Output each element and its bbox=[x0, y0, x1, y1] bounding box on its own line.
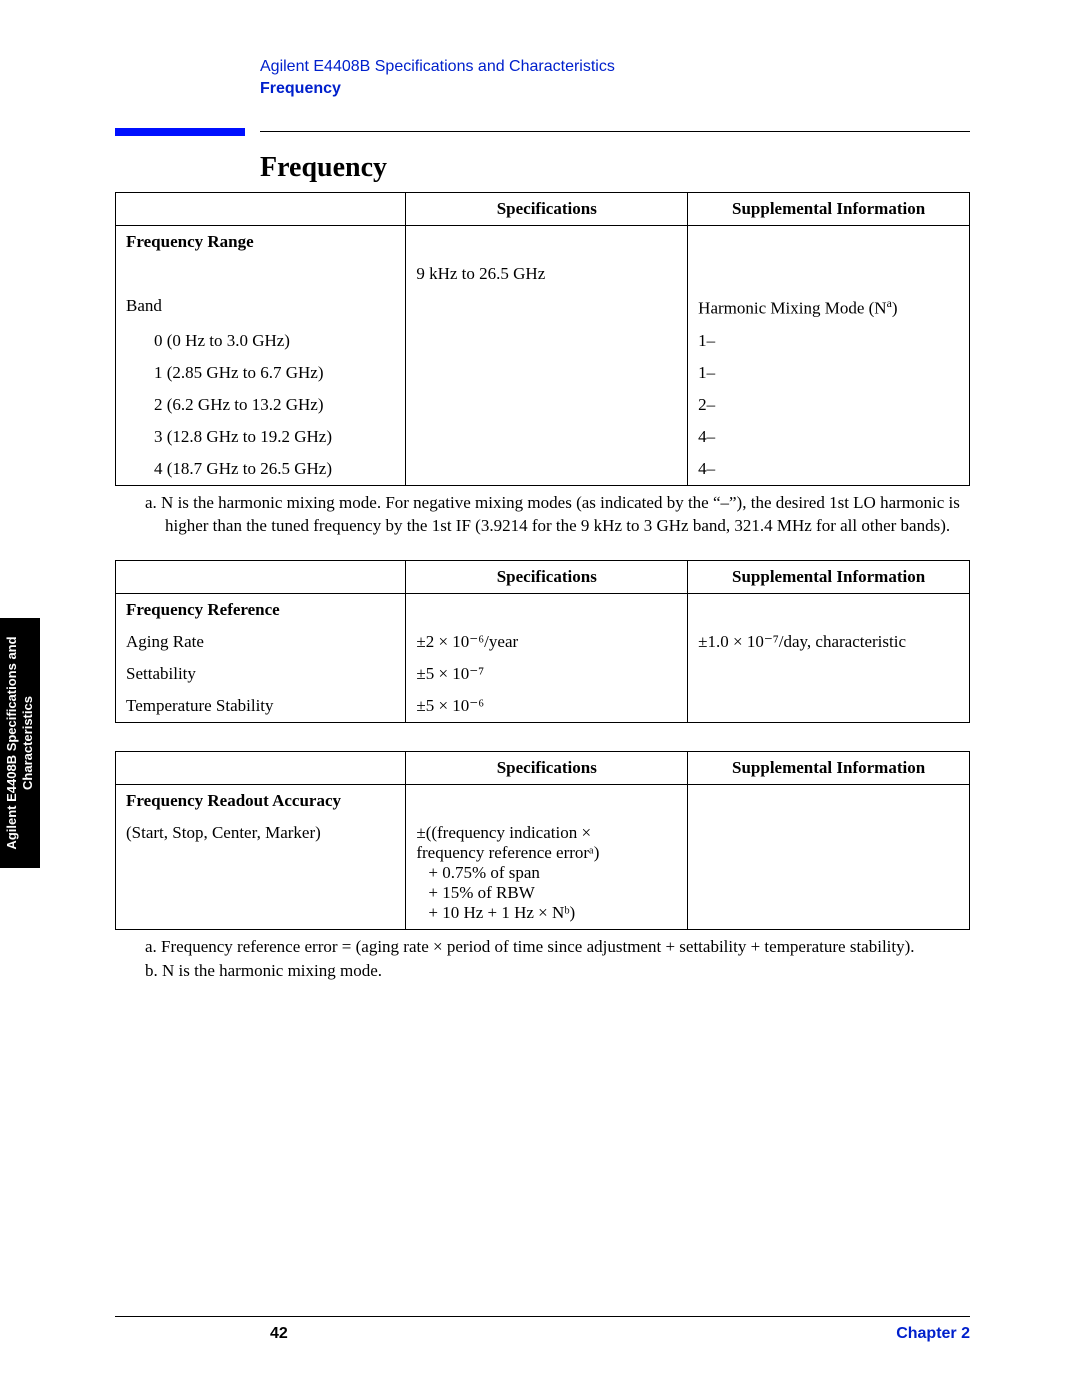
row-spec: ±2 × 10⁻⁶/year bbox=[406, 626, 688, 658]
table-row: Aging Rate ±2 × 10⁻⁶/year ±1.0 × 10⁻⁷/da… bbox=[116, 626, 970, 658]
page-header: Agilent E4408B Specifications and Charac… bbox=[260, 58, 615, 98]
band-name: 3 (12.8 GHz to 19.2 GHz) bbox=[126, 427, 332, 447]
table-row: 2 (6.2 GHz to 13.2 GHz) 2– bbox=[116, 389, 970, 421]
band-name: 2 (6.2 GHz to 13.2 GHz) bbox=[126, 395, 324, 415]
band-mode: 2– bbox=[688, 389, 970, 421]
header-section: Frequency bbox=[260, 80, 615, 98]
frequency-readout-table: Specifications Supplemental Information … bbox=[115, 751, 970, 930]
row-label: Temperature Stability bbox=[116, 690, 406, 723]
table3-footnotes: a. Frequency reference error = (aging ra… bbox=[115, 936, 970, 984]
freq-ref-label: Frequency Reference bbox=[116, 593, 406, 626]
row-spec: ±5 × 10⁻⁶ bbox=[406, 690, 688, 723]
footnote-a: a. N is the harmonic mixing mode. For ne… bbox=[145, 492, 970, 538]
col-supp: Supplemental Information bbox=[688, 751, 970, 784]
col-supp: Supplemental Information bbox=[688, 560, 970, 593]
row-spec: ±5 × 10⁻⁷ bbox=[406, 658, 688, 690]
table-row: 1 (2.85 GHz to 6.7 GHz) 1– bbox=[116, 357, 970, 389]
footnote-b: b. N is the harmonic mixing mode. bbox=[145, 960, 970, 983]
side-tab-line1: Agilent E4408B Specifications and bbox=[4, 636, 19, 849]
row-supp bbox=[688, 690, 970, 723]
readout-spec: ±((frequency indication × frequency refe… bbox=[406, 817, 688, 930]
section-heading: Frequency bbox=[260, 152, 387, 184]
table1-footnotes: a. N is the harmonic mixing mode. For ne… bbox=[115, 492, 970, 538]
table-row: 3 (12.8 GHz to 19.2 GHz) 4– bbox=[116, 421, 970, 453]
table-row: (Start, Stop, Center, Marker) ±((frequen… bbox=[116, 817, 970, 930]
footnote-a: a. Frequency reference error = (aging ra… bbox=[145, 936, 970, 959]
row-supp: ±1.0 × 10⁻⁷/day, characteristic bbox=[688, 626, 970, 658]
band-name: 1 (2.85 GHz to 6.7 GHz) bbox=[126, 363, 324, 383]
table-row: Settability ±5 × 10⁻⁷ bbox=[116, 658, 970, 690]
band-label: Band bbox=[116, 290, 406, 325]
freq-readout-label: Frequency Readout Accuracy bbox=[116, 784, 406, 817]
readout-sublabel: (Start, Stop, Center, Marker) bbox=[116, 817, 406, 930]
content: Specifications Supplemental Information … bbox=[115, 192, 970, 1005]
col-spec: Specifications bbox=[406, 751, 688, 784]
col-spec: Specifications bbox=[406, 560, 688, 593]
chapter-label: Chapter 2 bbox=[896, 1325, 970, 1343]
page-footer: 42 Chapter 2 bbox=[115, 1316, 970, 1343]
band-mode: 4– bbox=[688, 421, 970, 453]
freq-range-value: 9 kHz to 26.5 GHz bbox=[406, 258, 688, 290]
band-mode: 4– bbox=[688, 453, 970, 486]
header-title: Agilent E4408B Specifications and Charac… bbox=[260, 58, 615, 76]
freq-range-label: Frequency Range bbox=[116, 226, 406, 259]
col-spec: Specifications bbox=[406, 193, 688, 226]
band-mode: 1– bbox=[688, 325, 970, 357]
page-number: 42 bbox=[270, 1325, 288, 1343]
row-label: Aging Rate bbox=[116, 626, 406, 658]
top-rule bbox=[260, 131, 970, 132]
band-name: 4 (18.7 GHz to 26.5 GHz) bbox=[126, 459, 332, 479]
row-label: Settability bbox=[116, 658, 406, 690]
frequency-range-table: Specifications Supplemental Information … bbox=[115, 192, 970, 486]
side-tab-line2: Characteristics bbox=[20, 696, 35, 790]
side-tab: Agilent E4408B Specifications and Charac… bbox=[0, 618, 40, 868]
decorative-bar bbox=[115, 128, 245, 136]
band-mode: 1– bbox=[688, 357, 970, 389]
harmonic-mix-label: Harmonic Mixing Mode (Na) bbox=[688, 290, 970, 325]
row-supp bbox=[688, 658, 970, 690]
col-supp: Supplemental Information bbox=[688, 193, 970, 226]
table-row: 4 (18.7 GHz to 26.5 GHz) 4– bbox=[116, 453, 970, 486]
band-name: 0 (0 Hz to 3.0 GHz) bbox=[126, 331, 290, 351]
table-row: Temperature Stability ±5 × 10⁻⁶ bbox=[116, 690, 970, 723]
table-row: 0 (0 Hz to 3.0 GHz) 1– bbox=[116, 325, 970, 357]
frequency-reference-table: Specifications Supplemental Information … bbox=[115, 560, 970, 723]
